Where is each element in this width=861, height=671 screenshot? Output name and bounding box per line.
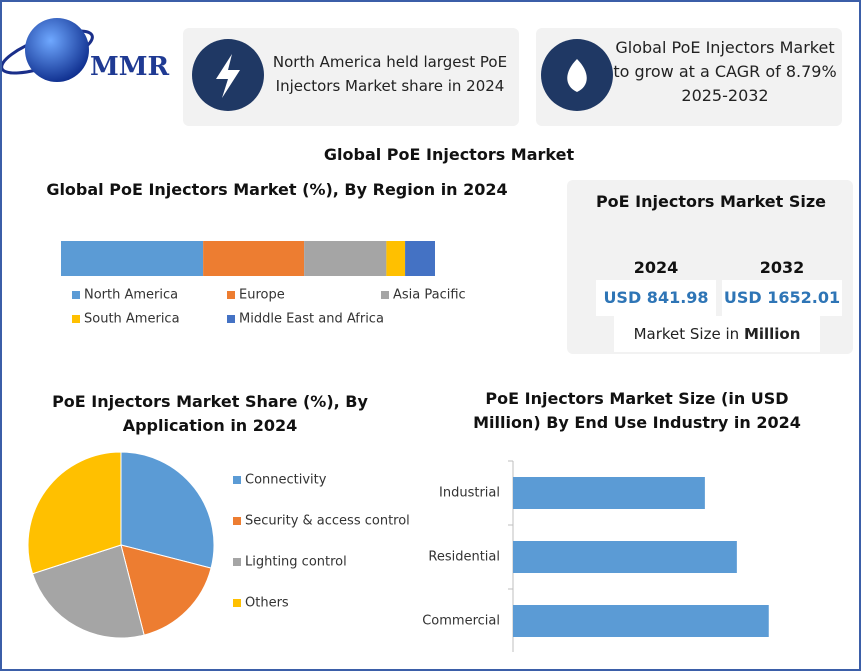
chart-title: PoE Injectors Market Size (in USD Millio… bbox=[473, 389, 801, 432]
page-title: Global PoE Injectors Market bbox=[323, 145, 575, 164]
box-title: PoE Injectors Market Size bbox=[595, 192, 827, 211]
size-value: USD 841.98 bbox=[596, 280, 716, 316]
bar-segment bbox=[304, 241, 387, 276]
highlight-text: North America held largest PoE Injectors… bbox=[272, 53, 508, 95]
bar bbox=[513, 541, 737, 573]
highlight-box bbox=[536, 28, 842, 126]
bar-segment bbox=[386, 241, 406, 276]
legend-swatch bbox=[233, 476, 241, 484]
bar-segment bbox=[405, 241, 435, 276]
pie-slice bbox=[31, 544, 145, 639]
legend-swatch bbox=[233, 517, 241, 525]
legend-swatch bbox=[72, 315, 80, 323]
flame-icon bbox=[567, 59, 587, 92]
bar-segment bbox=[203, 241, 305, 276]
highlight-box bbox=[183, 28, 519, 126]
y-tick-label: Industrial bbox=[439, 486, 500, 501]
bar-segment bbox=[61, 241, 204, 276]
year: 2024 bbox=[633, 258, 679, 277]
year: 2032 bbox=[759, 258, 805, 277]
legend-label: Others bbox=[245, 596, 289, 611]
legend-label: South America bbox=[84, 312, 180, 327]
legend-swatch bbox=[227, 315, 235, 323]
legend-label: Lighting control bbox=[245, 555, 347, 570]
legend-label: North America bbox=[84, 288, 178, 303]
y-tick-label: Commercial bbox=[422, 614, 500, 629]
bar bbox=[513, 477, 705, 509]
chart-title: PoE Injectors Market Share (%), By Appli… bbox=[52, 392, 368, 435]
logo-text: MMR bbox=[90, 52, 170, 82]
size-note: Market Size in Million bbox=[614, 316, 820, 352]
y-tick-label: Residential bbox=[428, 550, 500, 565]
chart-title: Global PoE Injectors Market (%), By Regi… bbox=[46, 180, 508, 199]
legend-label: Middle East and Africa bbox=[239, 312, 384, 327]
legend-label: Asia Pacific bbox=[393, 288, 466, 303]
highlight-text: Global PoE Injectors Market to grow at a… bbox=[613, 38, 837, 105]
size-value: USD 1652.01 bbox=[722, 280, 842, 316]
legend-swatch bbox=[233, 558, 241, 566]
legend-swatch bbox=[233, 599, 241, 607]
legend-swatch bbox=[72, 291, 80, 299]
legend-label: Connectivity bbox=[245, 473, 327, 488]
legend-label: Europe bbox=[239, 288, 285, 303]
logo-globe bbox=[25, 18, 89, 82]
legend-swatch bbox=[381, 291, 389, 299]
note-unit: Million bbox=[743, 325, 801, 343]
legend-swatch bbox=[227, 291, 235, 299]
note-text: Market Size in bbox=[633, 325, 740, 343]
pie-slice bbox=[120, 544, 212, 636]
bolt-icon bbox=[216, 54, 240, 98]
legend-label: Security & access control bbox=[245, 514, 410, 529]
bar bbox=[513, 605, 769, 637]
pie-slice bbox=[120, 451, 215, 569]
pie-slice bbox=[27, 451, 122, 575]
